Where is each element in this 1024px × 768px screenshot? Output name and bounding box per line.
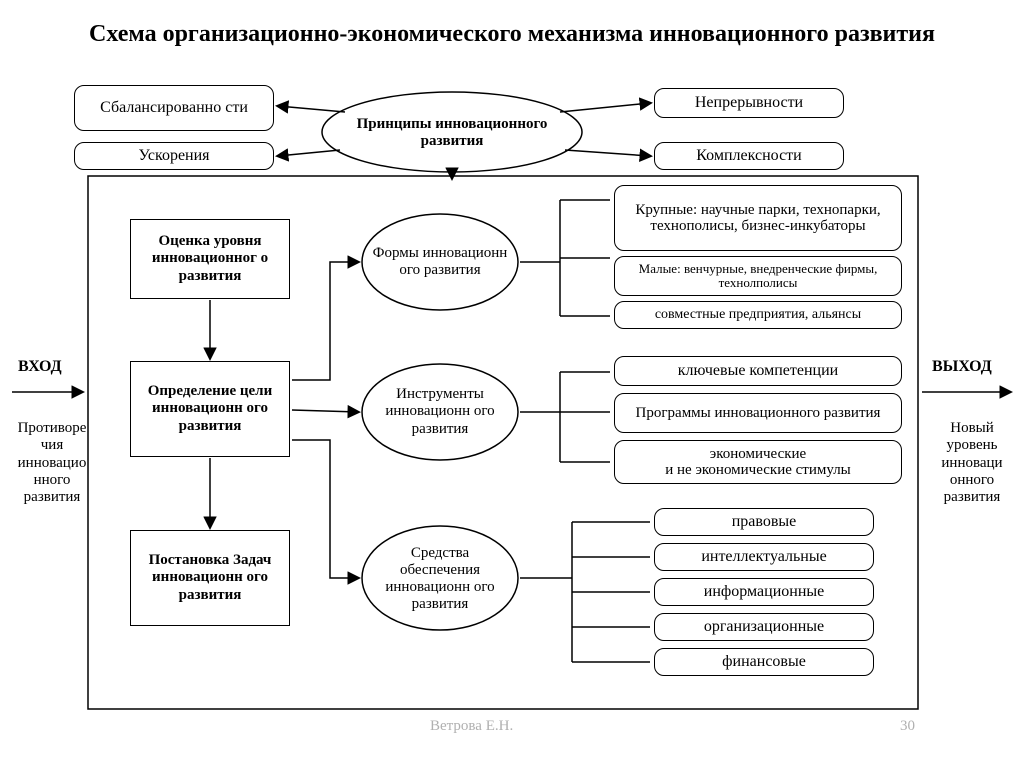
box-evaluate: Оценка уровня инновационног о развития xyxy=(130,219,290,299)
ellipse-means-label: Средства обеспечения инновационн ого раз… xyxy=(368,534,512,624)
instr-item-0: ключевые компетенции xyxy=(614,356,902,386)
box-tasks: Постановка Задач инновационн ого развити… xyxy=(130,530,290,626)
instr-item-2: экономические и не экономические стимулы xyxy=(614,440,902,484)
forms-item-0: Крупные: научные парки, технопарки, техн… xyxy=(614,185,902,251)
principles-ellipse-label: Принципы инновационного развития xyxy=(340,102,564,164)
footer-author: Ветрова Е.Н. xyxy=(430,718,513,735)
principle-accel: Ускорения xyxy=(74,142,274,170)
page-title: Схема организационно-экономического меха… xyxy=(0,20,1024,49)
box-goal: Определение цели инновационн ого развити… xyxy=(130,361,290,457)
ellipse-forms-label: Формы инновационн ого развития xyxy=(368,222,512,302)
means-item-1: интеллектуальные xyxy=(654,543,874,571)
principle-complex: Комплексности xyxy=(654,142,844,170)
principle-continuous: Непрерывности xyxy=(654,88,844,118)
principle-balance: Сбалансированно сти xyxy=(74,85,274,131)
forms-item-2: совместные предприятия, альянсы xyxy=(614,301,902,329)
means-item-2: информационные xyxy=(654,578,874,606)
out-sub: Новый уровень инноваци онного развития xyxy=(924,420,1020,506)
means-item-0: правовые xyxy=(654,508,874,536)
means-item-3: организационные xyxy=(654,613,874,641)
in-label: ВХОД xyxy=(18,358,62,376)
forms-item-1: Малые: венчурные, внедренческие фирмы, т… xyxy=(614,256,902,296)
instr-item-1: Программы инновационного развития xyxy=(614,393,902,433)
means-item-4: финансовые xyxy=(654,648,874,676)
footer-page: 30 xyxy=(900,718,915,735)
out-label: ВЫХОД xyxy=(932,358,992,376)
ellipse-instr-label: Инструменты инновационн ого развития xyxy=(368,372,512,452)
in-sub: Противоре чия инновацио нного развития xyxy=(6,420,98,506)
